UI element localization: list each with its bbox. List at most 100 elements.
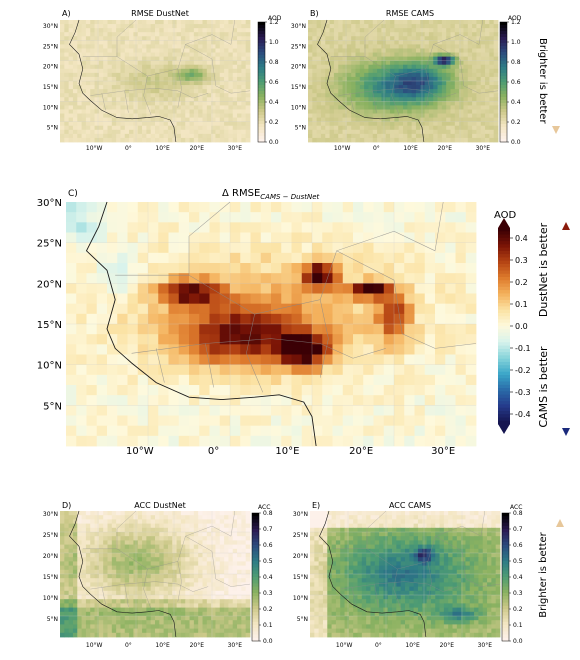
map-cell: [90, 540, 95, 545]
map-cell: [312, 273, 323, 284]
map-cell: [129, 61, 134, 65]
map-cell: [308, 138, 313, 142]
map-cell: [207, 73, 212, 77]
colorbar-segment: [500, 88, 507, 92]
lon-tick-label: 10°W: [334, 145, 351, 152]
map-cell: [64, 536, 69, 541]
map-cell: [117, 263, 128, 274]
map-cell: [338, 81, 343, 85]
map-cell: [237, 89, 242, 93]
map-cell: [403, 118, 408, 122]
map-cell: [494, 48, 499, 52]
map-cell: [368, 93, 373, 97]
map-cell: [271, 314, 282, 325]
map-cell: [190, 587, 195, 592]
map-cell: [117, 375, 128, 386]
map-cell: [66, 365, 77, 376]
map-cell: [384, 324, 395, 335]
map-cell: [420, 24, 425, 28]
map-cell: [95, 36, 100, 40]
colorbar-segment: [500, 55, 507, 59]
map-cell: [433, 32, 438, 36]
map-cell: [302, 426, 313, 437]
map-cell: [69, 114, 74, 118]
map-cell: [394, 334, 405, 345]
map-cell: [60, 519, 65, 524]
map-cell: [207, 69, 212, 73]
map-cell: [116, 557, 121, 562]
map-cell: [207, 101, 212, 105]
map-cell: [172, 595, 177, 600]
map-cell: [179, 426, 190, 437]
colorbar-segment: [258, 91, 265, 95]
map-cell: [177, 528, 182, 533]
lat-tick-label: 15°N: [291, 84, 306, 91]
map-cell: [69, 612, 74, 617]
map-cell: [343, 32, 348, 36]
lon-tick-label: 0°: [208, 446, 219, 457]
map-cell: [394, 101, 399, 105]
map-cell: [128, 395, 139, 406]
map-cell: [390, 138, 395, 142]
map-cell: [468, 57, 473, 61]
map-cell: [108, 61, 113, 65]
map-cell: [194, 61, 199, 65]
colorbar-segment: [498, 365, 510, 369]
map-cell: [302, 385, 313, 396]
map-cell: [76, 294, 87, 305]
map-cell: [312, 126, 317, 130]
colorbar-segment: [500, 136, 507, 140]
map-cell: [168, 40, 173, 44]
map-cell: [330, 122, 335, 126]
map-cell: [425, 375, 436, 386]
map-cell: [435, 263, 446, 274]
map-cell: [386, 101, 391, 105]
map-cell: [322, 324, 333, 335]
map-cell: [394, 365, 405, 376]
map-cell: [159, 101, 164, 105]
map-cell: [64, 85, 69, 89]
map-cell: [60, 105, 65, 109]
map-cell: [99, 44, 104, 48]
map-cell: [60, 57, 65, 61]
map-cell: [86, 536, 91, 541]
map-cell: [210, 222, 221, 233]
colorbar-segment: [498, 414, 510, 418]
map-cell: [241, 114, 246, 118]
map-cell: [77, 126, 82, 130]
map-cell: [494, 101, 499, 105]
map-cell: [158, 395, 169, 406]
map-cell: [198, 574, 203, 579]
map-cell: [133, 587, 138, 592]
map-cell: [189, 314, 200, 325]
map-cell: [103, 44, 108, 48]
map-cell: [246, 105, 251, 109]
map-cell: [194, 138, 199, 142]
map-cell: [363, 294, 374, 305]
map-cell: [404, 365, 415, 376]
map-cell: [120, 73, 125, 77]
map-cell: [330, 48, 335, 52]
map-cell: [185, 114, 190, 118]
map-cell: [394, 40, 399, 44]
colorbar-tick-label: 0.4: [511, 99, 521, 106]
map-cell: [90, 40, 95, 44]
map-cell: [103, 32, 108, 36]
map-cell: [64, 69, 69, 73]
map-cell: [445, 365, 456, 376]
map-cell: [230, 243, 241, 254]
map-cell: [338, 114, 343, 118]
map-cell: [251, 355, 262, 366]
colorbar-segment: [498, 293, 510, 297]
map-cell: [472, 65, 477, 69]
map-cell: [203, 126, 208, 130]
map-cell: [420, 32, 425, 36]
map-cell: [233, 32, 238, 36]
map-cell: [90, 36, 95, 40]
map-cell: [228, 20, 233, 24]
map-cell: [237, 114, 242, 118]
map-cell: [481, 40, 486, 44]
map-cell: [95, 77, 100, 81]
map-cell: [86, 599, 91, 604]
map-cell: [69, 536, 74, 541]
